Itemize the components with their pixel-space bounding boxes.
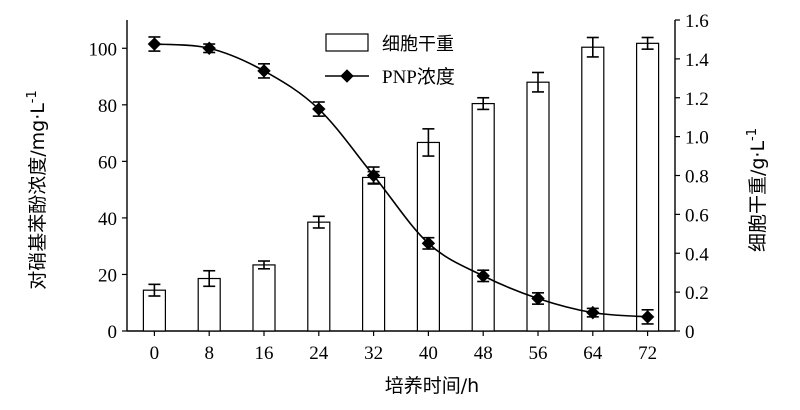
bar	[471, 102, 495, 332]
bar	[362, 176, 386, 332]
right-y-tick-label: 0.6	[685, 205, 709, 226]
x-tick-label: 32	[364, 343, 383, 364]
left-y-tick-label: 40	[98, 209, 117, 230]
line-point-diamond	[586, 305, 600, 320]
x-tick-label: 16	[255, 343, 274, 364]
line-point-diamond	[147, 37, 162, 51]
x-tick-label: 8	[204, 343, 214, 364]
legend-diamond-marker	[340, 69, 354, 83]
line-point-diamond	[421, 236, 436, 251]
x-tick-label: 24	[309, 343, 329, 364]
x-tick-label: 72	[638, 343, 657, 364]
left-y-axis-title-main: 对硝基苯酚浓度/mg·L	[27, 103, 49, 290]
right-y-tick-label: 1.2	[685, 89, 709, 110]
line-point-diamond	[202, 41, 216, 55]
right-y-tick-label: 1.6	[685, 11, 709, 32]
legend: 细胞干重 PNP浓度	[325, 33, 455, 88]
line-point-diamond	[257, 64, 271, 78]
x-axis-title: 培养时间/h	[385, 375, 479, 397]
right-y-tick-label: 0.4	[685, 244, 709, 265]
right-y-tick-label: 1.0	[685, 128, 709, 149]
line-point-diamond	[366, 168, 381, 183]
bar	[307, 221, 331, 332]
bar-error-bars	[148, 36, 654, 297]
x-tick-label: 64	[583, 343, 603, 364]
legend-bar-swatch	[325, 33, 369, 52]
right-y-axis-title: 细胞干重/g·L-1	[745, 128, 769, 252]
line-point-diamond	[531, 291, 545, 306]
line-point-diamond	[476, 269, 490, 283]
left-y-tick-label: 20	[98, 265, 117, 286]
plot-area: 0 20 40 60 80 100 0 0.2 0.4 0.6 0.8 1.0 1.2 1.4 1.6 0 8 1…	[89, 11, 710, 364]
right-y-axis-title-main: 细胞干重/g·L	[747, 141, 769, 253]
right-y-tick-label: 1.4	[685, 50, 709, 71]
axis-ticks: 0 20 40 60 80 100 0 0.2 0.4 0.6 0.8 1.0 1.2 1.4 1.6 0 8 1…	[89, 11, 710, 364]
right-y-tick-label: 0	[685, 322, 695, 343]
line-markers	[147, 37, 655, 324]
bar	[252, 264, 276, 332]
legend-bar-label: 细胞干重	[382, 34, 454, 55]
legend-line-label: PNP浓度	[382, 66, 455, 88]
bar	[581, 46, 605, 332]
pnp-fitted-curve	[154, 43, 648, 318]
line-point-diamond	[640, 310, 655, 324]
right-y-tick-label: 0.2	[685, 283, 709, 304]
right-y-tick-label: 0.8	[685, 167, 709, 188]
bar	[635, 42, 660, 332]
x-tick-label: 0	[150, 343, 160, 364]
left-y-tick-label: 0	[108, 322, 118, 343]
x-tick-label: 40	[419, 343, 438, 364]
x-tick-label: 56	[529, 343, 548, 364]
left-y-axis-title: 对硝基苯酚浓度/mg·L-1	[25, 90, 49, 290]
left-y-tick-label: 80	[98, 96, 117, 117]
right-y-axis-title-superscript: -1	[745, 128, 760, 141]
line-point-diamond	[312, 102, 326, 116]
left-y-axis-title-superscript: -1	[25, 90, 40, 103]
left-y-tick-label: 60	[98, 152, 117, 173]
x-tick-label: 48	[474, 343, 493, 364]
left-y-tick-label: 100	[89, 39, 118, 60]
